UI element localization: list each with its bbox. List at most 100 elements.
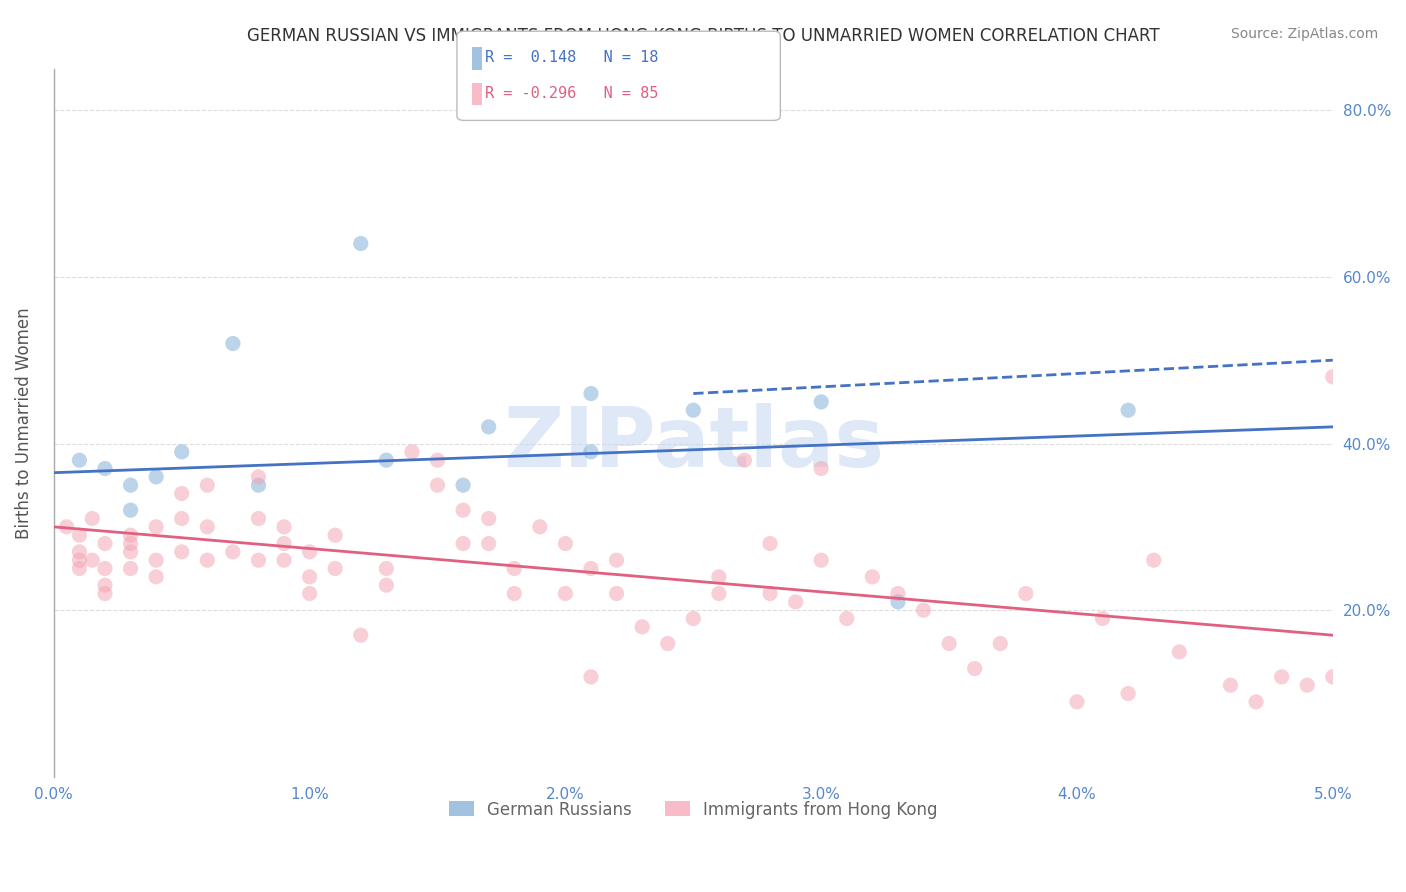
Point bbox=[835, 611, 858, 625]
Point bbox=[554, 586, 576, 600]
Point bbox=[170, 445, 193, 459]
Point bbox=[1116, 403, 1139, 417]
Point bbox=[887, 595, 910, 609]
Point bbox=[298, 545, 321, 559]
Point bbox=[707, 570, 730, 584]
Point bbox=[451, 503, 474, 517]
Point bbox=[323, 528, 346, 542]
Point bbox=[426, 453, 449, 467]
Point bbox=[682, 611, 704, 625]
Point bbox=[810, 553, 832, 567]
Point bbox=[478, 536, 501, 550]
Point bbox=[67, 545, 90, 559]
Point bbox=[247, 478, 270, 492]
Point bbox=[195, 520, 218, 534]
Point bbox=[145, 553, 167, 567]
Point bbox=[478, 420, 501, 434]
Point bbox=[579, 386, 602, 401]
Point bbox=[1116, 687, 1139, 701]
Point bbox=[145, 470, 167, 484]
Point bbox=[912, 603, 935, 617]
Point bbox=[1015, 586, 1038, 600]
Point bbox=[759, 586, 782, 600]
Point bbox=[375, 578, 398, 592]
Point bbox=[810, 461, 832, 475]
Point bbox=[1322, 670, 1344, 684]
Point bbox=[120, 545, 142, 559]
Point bbox=[503, 561, 526, 575]
Point bbox=[375, 453, 398, 467]
Point bbox=[1219, 678, 1241, 692]
Point bbox=[478, 511, 501, 525]
Point bbox=[1322, 369, 1344, 384]
Text: R = -0.296   N = 85: R = -0.296 N = 85 bbox=[485, 87, 658, 101]
Point bbox=[426, 478, 449, 492]
Point bbox=[1091, 611, 1114, 625]
Y-axis label: Births to Unmarried Women: Births to Unmarried Women bbox=[15, 307, 32, 539]
Point bbox=[82, 511, 104, 525]
Text: GERMAN RUSSIAN VS IMMIGRANTS FROM HONG KONG BIRTHS TO UNMARRIED WOMEN CORRELATIO: GERMAN RUSSIAN VS IMMIGRANTS FROM HONG K… bbox=[246, 27, 1160, 45]
Point bbox=[247, 511, 270, 525]
Point bbox=[120, 536, 142, 550]
Point bbox=[733, 453, 755, 467]
Legend: German Russians, Immigrants from Hong Kong: German Russians, Immigrants from Hong Ko… bbox=[441, 794, 945, 825]
Point bbox=[579, 561, 602, 575]
Point bbox=[350, 236, 373, 251]
Point bbox=[120, 478, 142, 492]
Text: ZIPatlas: ZIPatlas bbox=[503, 403, 884, 484]
Point bbox=[195, 553, 218, 567]
Point bbox=[707, 586, 730, 600]
Point bbox=[55, 520, 77, 534]
Point bbox=[529, 520, 551, 534]
Point bbox=[222, 545, 245, 559]
Point bbox=[67, 553, 90, 567]
Point bbox=[631, 620, 654, 634]
Point bbox=[273, 553, 295, 567]
Point bbox=[94, 536, 117, 550]
Point bbox=[222, 336, 245, 351]
Point bbox=[1244, 695, 1267, 709]
Point bbox=[170, 511, 193, 525]
Point bbox=[759, 536, 782, 550]
Point bbox=[145, 520, 167, 534]
Point bbox=[120, 561, 142, 575]
Point bbox=[170, 486, 193, 500]
Point bbox=[94, 461, 117, 475]
Point bbox=[579, 670, 602, 684]
Point bbox=[1296, 678, 1319, 692]
Point bbox=[554, 536, 576, 550]
Point bbox=[120, 503, 142, 517]
Point bbox=[273, 536, 295, 550]
Point bbox=[323, 561, 346, 575]
Point bbox=[401, 445, 423, 459]
Point bbox=[145, 570, 167, 584]
Text: Source: ZipAtlas.com: Source: ZipAtlas.com bbox=[1230, 27, 1378, 41]
Point bbox=[963, 661, 986, 675]
Point bbox=[451, 536, 474, 550]
Point bbox=[682, 403, 704, 417]
Text: R =  0.148   N = 18: R = 0.148 N = 18 bbox=[485, 51, 658, 65]
Point bbox=[1271, 670, 1294, 684]
Point bbox=[94, 578, 117, 592]
Point bbox=[579, 445, 602, 459]
Point bbox=[606, 553, 628, 567]
Point bbox=[1066, 695, 1088, 709]
Point bbox=[785, 595, 807, 609]
Point bbox=[887, 586, 910, 600]
Point bbox=[1143, 553, 1166, 567]
Point bbox=[657, 636, 679, 650]
Point bbox=[82, 553, 104, 567]
Point bbox=[503, 586, 526, 600]
Point bbox=[94, 586, 117, 600]
Point bbox=[247, 470, 270, 484]
Point bbox=[120, 528, 142, 542]
Point bbox=[67, 453, 90, 467]
Point bbox=[350, 628, 373, 642]
Point bbox=[67, 561, 90, 575]
Point bbox=[810, 395, 832, 409]
Point bbox=[451, 478, 474, 492]
Point bbox=[860, 570, 883, 584]
Point bbox=[298, 570, 321, 584]
Point bbox=[67, 528, 90, 542]
Point bbox=[988, 636, 1011, 650]
